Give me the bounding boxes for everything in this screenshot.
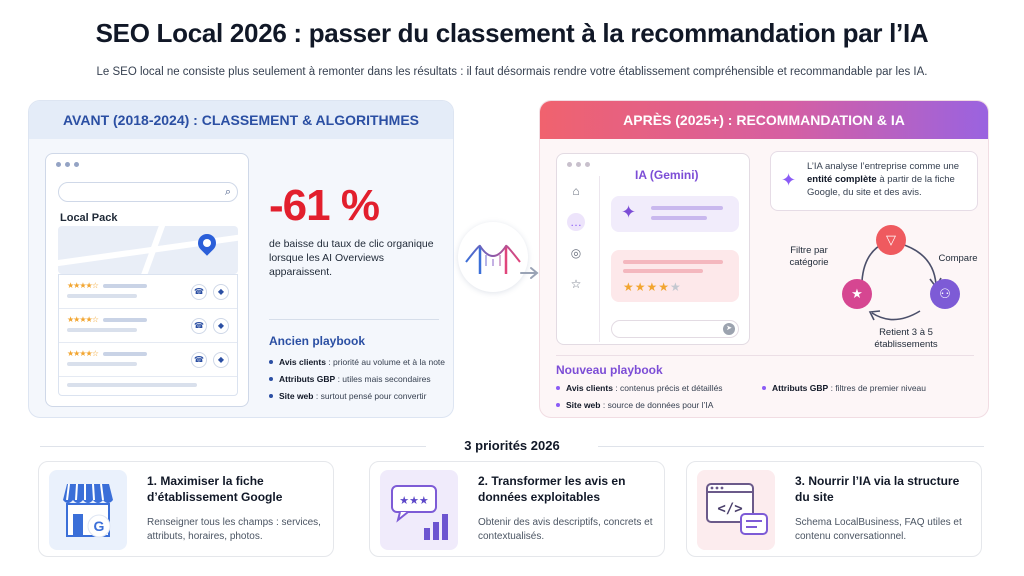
after-heading: APRÈS (2025+) : RECOMMANDATION & IA	[540, 101, 988, 139]
list-item: Attributs GBP : utiles mais secondaires	[269, 374, 453, 384]
rating-stars-icon: ★★★★☆	[67, 281, 99, 290]
home-icon: ⌂	[572, 184, 580, 198]
star-icon: ☆	[570, 277, 582, 291]
priority-3-title: 3. Nourrir l’IA via la structure du site	[795, 474, 960, 505]
ai-assistant-mockup: ⌂ … ◎ ☆ IA (Gemini) ✦ ★★★★★ ➤	[556, 153, 750, 345]
priority-card-2: ★★★ 2. Transformer les avis en données e…	[369, 461, 665, 557]
map-area	[58, 226, 238, 274]
page-subtitle: Le SEO local ne consiste plus seulement …	[96, 66, 928, 78]
ai-name-label: IA (Gemini)	[635, 168, 699, 182]
list-item: ★★★★☆ ☎ ◆	[59, 343, 237, 377]
new-playbook-list: Avis clients : contenus précis et détail…	[556, 383, 766, 417]
priority-3-desc: Schema LocalBusiness, FAQ utiles et cont…	[795, 517, 962, 542]
divider	[556, 355, 974, 356]
review-bubble: ★★★★★	[611, 250, 739, 302]
side-nav: ⌂ … ◎ ☆	[567, 182, 589, 306]
compare-label: Compare	[938, 253, 978, 264]
phone-icon: ☎	[191, 284, 207, 300]
list-item: Site web : source de données pour l’IA	[556, 400, 766, 410]
retain-label: Retient 3 à 5 établissements	[874, 327, 938, 351]
list-item: Avis clients : contenus précis et détail…	[556, 383, 766, 393]
priorities-title: 3 priorités 2026	[464, 438, 560, 453]
before-panel: AVANT (2018-2024) : CLASSEMENT & ALGORIT…	[28, 100, 454, 418]
list-item: ★★★★☆ ☎ ◆	[59, 309, 237, 343]
list-item: Site web : surtout pensé pour convertir	[269, 391, 453, 401]
rating-stars-icon: ★★★★★	[623, 280, 682, 294]
list-item: Avis clients : priorité au volume et à l…	[269, 357, 453, 367]
window-dots	[56, 162, 79, 167]
svg-text:G: G	[94, 518, 105, 534]
priority-2-title: 2. Transformer les avis en données explo…	[478, 474, 626, 505]
before-heading: AVANT (2018-2024) : CLASSEMENT & ALGORIT…	[29, 101, 453, 139]
list-item: Attributs GBP : filtres de premier nivea…	[762, 383, 972, 393]
ai-selection-cycle: ▽ ⚇ ★ Filtre par catégorie Compare Retie…	[770, 219, 980, 351]
sparkle-icon: ✦	[621, 202, 637, 222]
reviews-chart-icon: ★★★	[380, 470, 458, 550]
search-bar: ⌕	[58, 182, 238, 202]
directions-icon: ◆	[213, 352, 229, 368]
directions-icon: ◆	[213, 284, 229, 300]
divider	[598, 446, 984, 447]
ctr-drop-description: de baisse du taux de clic organique lors…	[269, 238, 434, 279]
rating-stars-icon: ★★★★☆	[67, 315, 99, 324]
send-icon: ➤	[723, 323, 735, 335]
page-title: SEO Local 2026 : passer du classement à …	[95, 18, 929, 48]
sparkle-icon: ✦	[781, 170, 797, 190]
local-results-list: ★★★★☆ ☎ ◆ ★★★★☆ ☎ ◆ ★★★★☆ ☎ ◆	[58, 274, 238, 396]
filter-label: Filtre par catégorie	[789, 245, 829, 269]
arrow-right-icon	[520, 267, 539, 279]
ai-analysis-card: ✦ L’IA analyse l’entreprise comme une en…	[770, 151, 978, 211]
ai-message-bubble: ✦	[611, 196, 739, 232]
svg-text:★★★: ★★★	[399, 494, 429, 507]
transition-connector	[454, 222, 540, 302]
after-panel: APRÈS (2025+) : RECOMMANDATION & IA ⌂ … …	[539, 100, 989, 418]
map-pin-icon	[194, 230, 220, 256]
old-playbook-title: Ancien playbook	[269, 334, 366, 348]
priority-card-3: </> 3. Nourrir l’IA via la structure du …	[686, 461, 982, 557]
local-pack-label: Local Pack	[60, 212, 118, 224]
new-playbook-title: Nouveau playbook	[556, 363, 663, 377]
old-playbook-list: Avis clients : priorité au volume et à l…	[269, 357, 453, 408]
phone-icon: ☎	[191, 318, 207, 334]
list-item: ★★★★☆ ☎ ◆	[59, 275, 237, 309]
priority-1-title: 1. Maximiser la fiche d’établissement Go…	[147, 474, 283, 505]
priority-card-1: G 1. Maximiser la fiche d’établissement …	[38, 461, 334, 557]
ai-analysis-text: L’IA analyse l’entreprise comme une enti…	[807, 161, 960, 198]
svg-text:</>: </>	[717, 501, 742, 517]
divider	[40, 446, 426, 447]
divider	[269, 319, 439, 320]
chat-icon: …	[567, 213, 585, 231]
new-playbook-list-2: Attributs GBP : filtres de premier nivea…	[762, 383, 972, 400]
rating-stars-icon: ★★★★☆	[67, 349, 99, 358]
directions-icon: ◆	[213, 318, 229, 334]
bridge-icon	[458, 222, 528, 292]
ctr-drop-stat: -61 %	[269, 181, 380, 230]
star-icon: ★	[842, 279, 872, 309]
search-icon: ⌕	[224, 186, 231, 198]
chat-input: ➤	[611, 320, 739, 338]
storefront-icon: G	[49, 470, 127, 550]
globe-icon: ◎	[570, 246, 582, 260]
code-window-icon: </>	[697, 470, 775, 550]
users-icon: ⚇	[930, 279, 960, 309]
window-dots	[567, 162, 590, 167]
filter-icon: ▽	[876, 225, 906, 255]
local-pack-mockup: ⌕ Local Pack ★★★★☆ ☎ ◆ ★★★★☆ ☎ ◆ ★★★★☆	[45, 153, 249, 407]
phone-icon: ☎	[191, 352, 207, 368]
priority-2-desc: Obtenir des avis descriptifs, concrets e…	[478, 517, 653, 542]
priority-1-desc: Renseigner tous les champs : services, a…	[147, 517, 321, 542]
